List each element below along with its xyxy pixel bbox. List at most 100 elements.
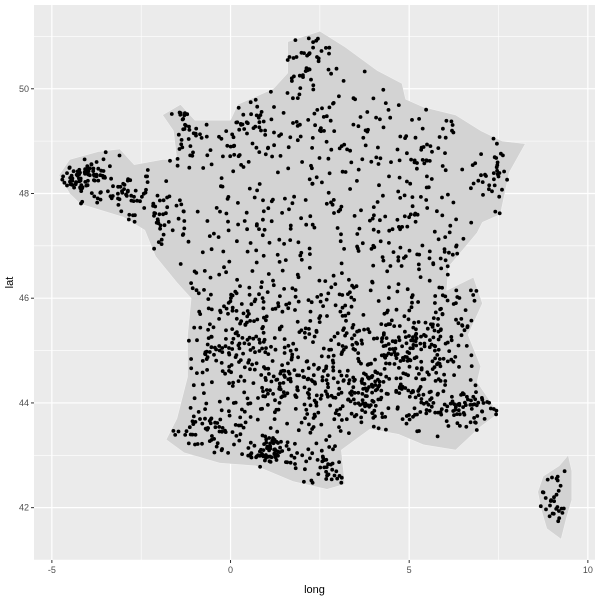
data-point [208,148,213,153]
y-axis: 42 44 46 48 50 [19,84,34,513]
data-point [293,38,298,42]
data-point [229,292,234,297]
data-point [396,103,401,107]
data-point [373,383,378,387]
data-point [364,388,369,393]
data-point [220,346,225,350]
data-point [255,104,260,109]
data-point [278,294,282,298]
data-point [257,292,261,297]
data-point [293,466,298,471]
data-point [327,445,332,449]
data-point [196,291,201,296]
data-point [401,356,405,360]
data-point [184,429,189,434]
data-point [543,496,548,500]
data-point [399,264,404,268]
data-point [419,147,424,152]
data-point [274,407,279,412]
data-point [337,94,341,99]
data-point [352,414,357,419]
data-point [344,417,349,422]
data-point [339,475,344,480]
data-point [308,214,313,219]
data-point [212,450,217,455]
data-point [419,359,424,364]
y-tick-label: 48 [19,188,29,198]
data-point [416,393,421,397]
data-point [303,69,308,73]
data-point [240,336,245,340]
data-point [271,374,276,379]
data-point [312,362,316,367]
data-point [429,342,434,347]
data-point [220,426,225,430]
data-point [260,452,264,456]
data-point [257,337,262,342]
data-point [309,300,314,305]
data-point [355,341,360,346]
data-point [408,346,413,351]
data-point [212,231,216,236]
data-point [370,279,374,284]
data-point [192,325,197,330]
data-point [178,112,183,117]
data-point [246,160,251,164]
data-point [419,195,423,199]
data-point [231,336,236,341]
data-point [216,235,221,240]
data-point [236,154,241,159]
data-point [246,360,251,365]
data-point [420,126,425,131]
data-point [89,162,94,167]
data-point [228,144,233,149]
data-point [311,83,316,88]
data-point [443,341,448,346]
data-point [324,139,329,144]
data-point [293,288,298,292]
data-point [223,344,228,349]
data-point [454,217,458,222]
data-point [257,125,262,130]
data-point [421,145,426,149]
data-point [395,405,400,410]
data-point [299,420,304,425]
data-point [285,421,289,426]
data-point [368,218,372,223]
data-point [491,171,496,176]
data-point [427,278,432,283]
data-point [60,177,65,182]
data-point [424,185,429,190]
data-point [320,378,325,383]
data-point [499,151,503,156]
data-point [249,112,254,117]
data-point [336,209,341,214]
data-point [318,465,323,470]
data-point [79,189,84,194]
data-point [433,294,438,298]
data-point [200,359,205,363]
data-point [187,425,192,430]
data-point [491,136,496,141]
data-point [183,433,188,437]
data-point [336,380,340,385]
data-point [205,219,210,223]
data-point [209,438,214,442]
data-point [456,343,461,348]
data-point [469,398,473,403]
data-point [222,304,226,309]
data-point [418,410,423,414]
data-point [221,154,225,159]
data-point [288,238,293,243]
data-point [270,439,275,443]
data-point [391,250,396,255]
data-point [209,416,214,421]
data-point [395,147,400,152]
data-point [487,183,492,188]
data-point [176,429,181,434]
data-point [443,151,447,156]
data-point [243,322,248,327]
data-point [494,412,498,417]
data-point [205,153,210,158]
data-point [385,269,390,274]
